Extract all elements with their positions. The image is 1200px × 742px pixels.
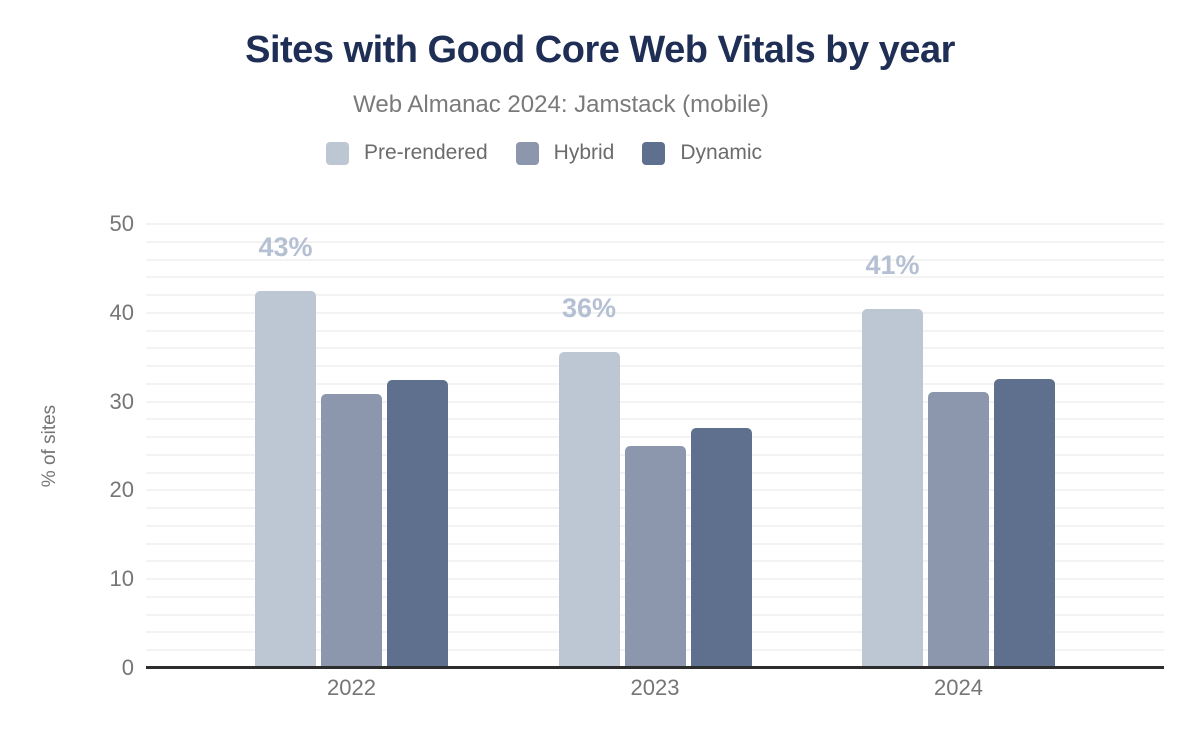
legend-item-hybrid: Hybrid bbox=[515, 141, 615, 165]
plot-area: 43% 36% 41% bbox=[146, 223, 1164, 669]
gridline bbox=[146, 329, 1164, 332]
legend-swatch-pre-rendered bbox=[325, 141, 349, 165]
bar-value-label: 36% bbox=[561, 292, 617, 323]
legend-label: Pre-rendered bbox=[363, 141, 488, 164]
gridline bbox=[146, 347, 1164, 350]
bar-value-label: 41% bbox=[865, 250, 920, 281]
bar-pre-rendered-2024: 41% bbox=[862, 251, 923, 668]
gridline bbox=[146, 382, 1164, 385]
chart-subtitle: Web Almanac 2024: Jamstack (mobile) bbox=[353, 91, 769, 118]
bar-hybrid-2022 bbox=[321, 393, 382, 668]
bar-pre-rendered-2023: 36% bbox=[558, 294, 620, 668]
bar-dynamic-2024 bbox=[994, 378, 1055, 668]
gridline bbox=[146, 258, 1164, 261]
y-tick-label: 40 bbox=[109, 299, 134, 325]
y-tick-label: 30 bbox=[109, 388, 134, 414]
bar-pre-rendered-2022: 43% bbox=[255, 233, 316, 668]
x-tick-label: 2022 bbox=[327, 675, 376, 700]
bar-dynamic-2022 bbox=[387, 380, 448, 668]
gridline bbox=[146, 400, 1164, 403]
bar-dynamic-2023 bbox=[690, 428, 752, 668]
chart-legend: Pre-rendered Hybrid Dynamic bbox=[0, 141, 1144, 165]
legend-swatch-dynamic bbox=[642, 141, 666, 165]
gridline bbox=[146, 418, 1164, 421]
gridline bbox=[146, 294, 1164, 297]
gridline bbox=[146, 240, 1164, 243]
legend-item-dynamic: Dynamic bbox=[642, 141, 762, 165]
gridline bbox=[146, 311, 1164, 314]
bar-hybrid-2024 bbox=[928, 391, 989, 668]
legend-item-pre-rendered: Pre-rendered bbox=[325, 141, 488, 165]
bar-hybrid-2023 bbox=[624, 446, 686, 668]
y-tick-label: 0 bbox=[121, 655, 134, 680]
gridline bbox=[146, 436, 1164, 439]
x-axis-line bbox=[146, 666, 1164, 669]
legend-label: Dynamic bbox=[680, 141, 763, 164]
bar-value-label: 43% bbox=[258, 231, 313, 262]
x-tick-label: 2023 bbox=[630, 675, 680, 700]
x-tick-label: 2024 bbox=[934, 675, 983, 700]
legend-swatch-hybrid bbox=[515, 141, 539, 165]
bar-group-2024: 41% bbox=[862, 251, 1055, 668]
gridline bbox=[146, 365, 1164, 368]
gridline bbox=[146, 223, 1164, 225]
chart-title: Sites with Good Core Web Vitals by year bbox=[245, 29, 955, 71]
y-tick-label: 10 bbox=[109, 566, 134, 592]
y-tick-label: 20 bbox=[109, 477, 134, 503]
bar-group-2023: 36% bbox=[558, 294, 752, 668]
gridline bbox=[146, 276, 1164, 279]
legend-label: Hybrid bbox=[553, 141, 615, 164]
y-tick-label: 50 bbox=[109, 211, 134, 236]
bar-group-2022: 43% bbox=[255, 233, 448, 668]
y-axis-tick-labels: 0 10 20 30 40 50 bbox=[0, 213, 134, 679]
